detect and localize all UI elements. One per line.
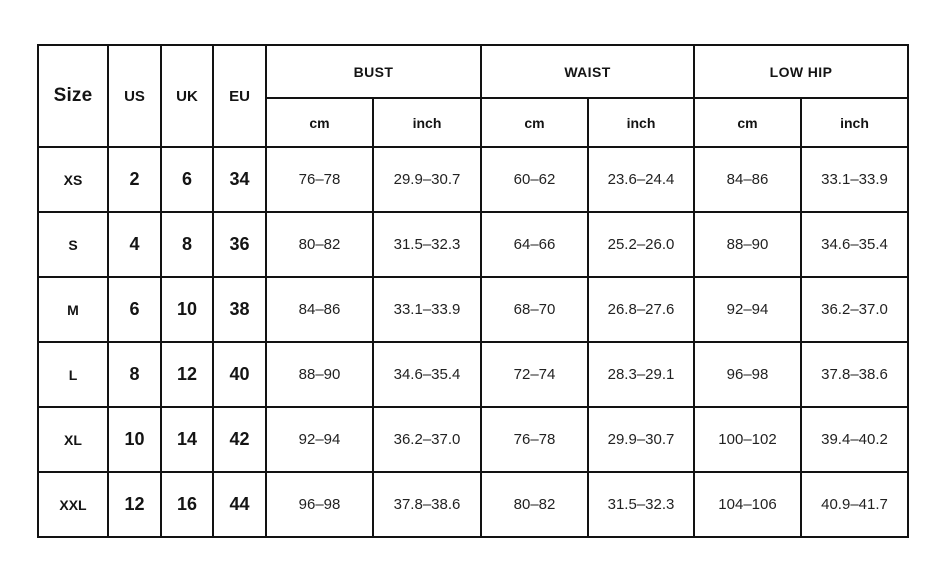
table-cell: 8 <box>107 341 162 408</box>
table-cell: 84–86 <box>693 146 802 213</box>
column-header-bust-inch: inch <box>372 97 482 148</box>
column-header-uk: UK <box>160 44 214 148</box>
table-cell: 96–98 <box>265 471 374 538</box>
column-header-size: Size <box>37 44 109 148</box>
table-cell: 72–74 <box>480 341 589 408</box>
table-cell: 4 <box>107 211 162 278</box>
table-cell: XS <box>37 146 109 213</box>
table-cell: 31.5–32.3 <box>587 471 695 538</box>
table-cell: 38 <box>212 276 267 343</box>
table-cell: 2 <box>107 146 162 213</box>
table-row-xl: XL 10 14 42 92–94 36.2–37.0 76–78 29.9–3… <box>37 406 909 473</box>
table-cell: 8 <box>160 211 214 278</box>
column-header-eu: EU <box>212 44 267 148</box>
table-cell: 84–86 <box>265 276 374 343</box>
table-cell: 104–106 <box>693 471 802 538</box>
table-cell: 37.8–38.6 <box>800 341 909 408</box>
table-cell: 25.2–26.0 <box>587 211 695 278</box>
table-cell: 28.3–29.1 <box>587 341 695 408</box>
table-cell: 29.9–30.7 <box>587 406 695 473</box>
table-cell: 88–90 <box>265 341 374 408</box>
column-header-waist-inch: inch <box>587 97 695 148</box>
table-cell: L <box>37 341 109 408</box>
table-cell: 36.2–37.0 <box>372 406 482 473</box>
table-row-xs: XS 2 6 34 76–78 29.9–30.7 60–62 23.6–24.… <box>37 146 909 213</box>
table-cell: 96–98 <box>693 341 802 408</box>
table-cell: 23.6–24.4 <box>587 146 695 213</box>
table-cell: 36 <box>212 211 267 278</box>
table-cell: 42 <box>212 406 267 473</box>
table-cell: 68–70 <box>480 276 589 343</box>
table-cell: 12 <box>160 341 214 408</box>
table-row-xxl: XXL 12 16 44 96–98 37.8–38.6 80–82 31.5–… <box>37 471 909 538</box>
table-cell: 92–94 <box>265 406 374 473</box>
header-unit-row: cm inch cm inch cm inch <box>38 97 909 148</box>
table-cell: 40.9–41.7 <box>800 471 909 538</box>
table-cell: M <box>37 276 109 343</box>
table-cell: 31.5–32.3 <box>372 211 482 278</box>
table-cell: 80–82 <box>265 211 374 278</box>
column-header-bust-cm: cm <box>265 97 374 148</box>
table-row-l: L 8 12 40 88–90 34.6–35.4 72–74 28.3–29.… <box>37 341 909 408</box>
table-cell: 34 <box>212 146 267 213</box>
table-cell: 88–90 <box>693 211 802 278</box>
table-cell: 80–82 <box>480 471 589 538</box>
table-cell: 12 <box>107 471 162 538</box>
size-chart-table: Size US UK EU BUST WAIST LOW HIP cm inch… <box>37 44 909 538</box>
table-cell: 29.9–30.7 <box>372 146 482 213</box>
table-cell: 64–66 <box>480 211 589 278</box>
table-cell: 92–94 <box>693 276 802 343</box>
table-cell: 6 <box>160 146 214 213</box>
table-cell: 6 <box>107 276 162 343</box>
table-cell: 37.8–38.6 <box>372 471 482 538</box>
table-row-s: S 4 8 36 80–82 31.5–32.3 64–66 25.2–26.0… <box>37 211 909 278</box>
column-header-us: US <box>107 44 162 148</box>
column-header-waist-cm: cm <box>480 97 589 148</box>
table-cell: 76–78 <box>480 406 589 473</box>
table-cell: 16 <box>160 471 214 538</box>
table-row-m: M 6 10 38 84–86 33.1–33.9 68–70 26.8–27.… <box>37 276 909 343</box>
column-group-waist: WAIST <box>480 44 695 99</box>
table-cell: 100–102 <box>693 406 802 473</box>
table-cell: 44 <box>212 471 267 538</box>
table-cell: 33.1–33.9 <box>372 276 482 343</box>
table-cell: 26.8–27.6 <box>587 276 695 343</box>
table-cell: 39.4–40.2 <box>800 406 909 473</box>
table-cell: 60–62 <box>480 146 589 213</box>
column-header-hip-inch: inch <box>800 97 909 148</box>
table-cell: 33.1–33.9 <box>800 146 909 213</box>
table-cell: 14 <box>160 406 214 473</box>
table-cell: 40 <box>212 341 267 408</box>
column-group-bust: BUST <box>265 44 482 99</box>
header-group-row: Size US UK EU BUST WAIST LOW HIP <box>37 44 909 148</box>
table-cell: S <box>37 211 109 278</box>
table-cell: 76–78 <box>265 146 374 213</box>
table-cell: 34.6–35.4 <box>372 341 482 408</box>
column-header-hip-cm: cm <box>693 97 802 148</box>
table-cell: 10 <box>107 406 162 473</box>
table-cell: 10 <box>160 276 214 343</box>
table-cell: 34.6–35.4 <box>800 211 909 278</box>
column-group-low-hip: LOW HIP <box>693 44 909 99</box>
table-cell: XXL <box>37 471 109 538</box>
table-cell: 36.2–37.0 <box>800 276 909 343</box>
table-cell: XL <box>37 406 109 473</box>
